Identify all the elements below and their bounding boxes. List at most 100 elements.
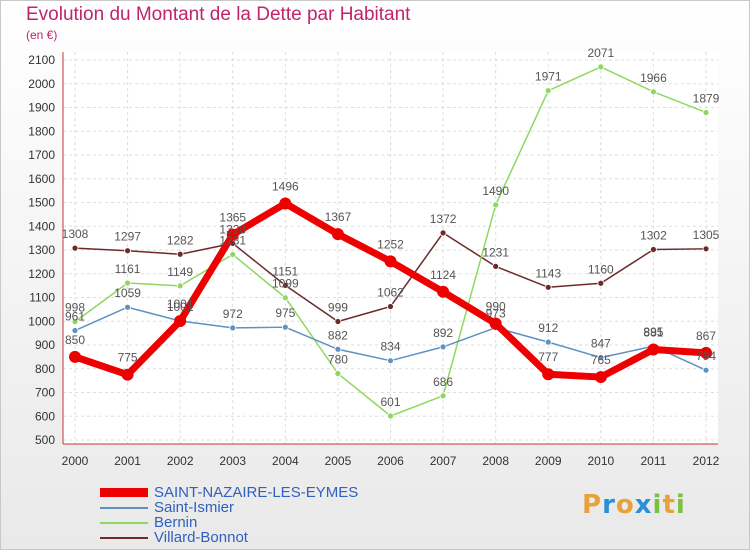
legend-item: Saint-Ismier <box>100 500 358 515</box>
y-tick-label: 1400 <box>28 219 55 233</box>
data-label: 601 <box>380 395 400 409</box>
data-label: 847 <box>591 337 611 351</box>
logo-letter: x <box>634 490 653 520</box>
y-tick-label: 1300 <box>28 243 55 257</box>
logo-letter: i <box>675 490 686 520</box>
x-tick-label: 2001 <box>114 454 141 468</box>
series-point-3 <box>544 283 552 291</box>
data-label: 1302 <box>640 229 667 243</box>
data-label: 780 <box>328 353 348 367</box>
data-label: 775 <box>118 351 138 365</box>
series-point-3 <box>71 244 79 252</box>
data-label: 834 <box>380 340 400 354</box>
series-point-2 <box>281 294 289 302</box>
series-point-3 <box>702 245 710 253</box>
legend-swatch <box>100 506 148 509</box>
chart-subtitle: (en €) <box>26 28 58 42</box>
y-tick-label: 1500 <box>28 196 55 210</box>
series-point-2 <box>124 279 131 287</box>
series-point-2 <box>650 88 657 96</box>
series-point-3 <box>176 250 184 258</box>
y-tick-label: 1000 <box>28 314 55 328</box>
data-label: 1001 <box>167 300 194 314</box>
series-point-1 <box>281 323 289 331</box>
x-tick-label: 2006 <box>377 454 404 468</box>
data-label: 881 <box>643 326 663 340</box>
logo-letter: r <box>602 490 616 520</box>
data-label: 912 <box>538 321 558 335</box>
series-point-2 <box>597 63 605 71</box>
data-label: 1252 <box>377 237 404 251</box>
data-label: 777 <box>538 350 558 364</box>
data-label: 1297 <box>114 230 141 244</box>
y-tick-label: 900 <box>35 338 55 352</box>
logo-letter: t <box>662 490 676 520</box>
series-point-0 <box>489 317 502 330</box>
chart-legend: SAINT-NAZAIRE-LES-EYMES Saint-Ismier Berni… <box>100 485 358 545</box>
series-point-3 <box>124 247 131 255</box>
series-point-3 <box>334 318 342 325</box>
data-label: 1161 <box>115 262 141 276</box>
data-label: 1367 <box>325 210 352 224</box>
data-label: 1001 <box>167 297 194 311</box>
chart-title: Evolution du Montant de la Dette par Hab… <box>26 4 411 25</box>
series-point-0 <box>174 315 187 328</box>
x-tick-label: 2010 <box>587 454 614 468</box>
series-point-2 <box>334 370 342 377</box>
legend-swatch <box>100 521 148 524</box>
series-point-3 <box>597 279 605 287</box>
data-label: 1966 <box>640 71 667 85</box>
series-point-0 <box>226 228 239 241</box>
series-point-1 <box>334 345 342 353</box>
y-tick-label: 600 <box>35 409 55 423</box>
series-point-2 <box>702 109 710 116</box>
series-point-3 <box>281 281 289 289</box>
data-label: 1496 <box>272 179 299 193</box>
data-label: 1059 <box>114 286 141 300</box>
series-point-1 <box>597 354 605 361</box>
x-tick-label: 2012 <box>693 454 720 468</box>
data-label: 765 <box>591 353 611 367</box>
series-point-0 <box>647 343 660 356</box>
series-point-2 <box>176 282 184 290</box>
data-label: 973 <box>486 307 506 321</box>
series-point-0 <box>437 285 450 298</box>
y-tick-label: 1800 <box>28 124 55 138</box>
legend-label: Bernin <box>154 514 198 531</box>
series-point-1 <box>124 303 131 311</box>
data-label: 794 <box>696 349 716 363</box>
series-point-3 <box>492 262 500 270</box>
data-label: 1282 <box>167 233 194 247</box>
y-tick-label: 1900 <box>28 101 55 115</box>
data-label: 998 <box>65 301 85 315</box>
data-label: 1151 <box>272 264 298 278</box>
y-tick-label: 1200 <box>28 267 55 281</box>
data-label: 1879 <box>693 91 720 105</box>
series-point-0 <box>331 228 344 241</box>
data-label: 1281 <box>219 234 246 248</box>
x-tick-label: 2000 <box>62 454 89 468</box>
y-tick-label: 1100 <box>29 291 55 305</box>
data-label: 1160 <box>588 262 614 276</box>
x-tick-label: 2008 <box>482 454 509 468</box>
data-label: 1062 <box>377 286 404 300</box>
series-point-3 <box>650 246 657 253</box>
series-point-3 <box>439 229 447 237</box>
x-tick-label: 2004 <box>272 454 299 468</box>
series-point-2 <box>71 318 79 326</box>
series-point-0 <box>69 350 81 363</box>
series-point-2 <box>387 412 394 420</box>
x-tick-label: 2003 <box>219 454 246 468</box>
legend-swatch <box>100 488 148 497</box>
x-tick-label: 2002 <box>167 454 194 468</box>
legend-label: Saint-Ismier <box>154 499 235 516</box>
series-point-0 <box>700 346 712 359</box>
data-label: 686 <box>433 375 453 389</box>
series-point-0 <box>279 197 292 210</box>
y-tick-label: 1600 <box>28 172 55 186</box>
data-label: 1308 <box>62 227 89 241</box>
data-label: 999 <box>328 300 348 314</box>
data-label: 1231 <box>482 245 509 259</box>
data-label: 975 <box>275 306 295 320</box>
